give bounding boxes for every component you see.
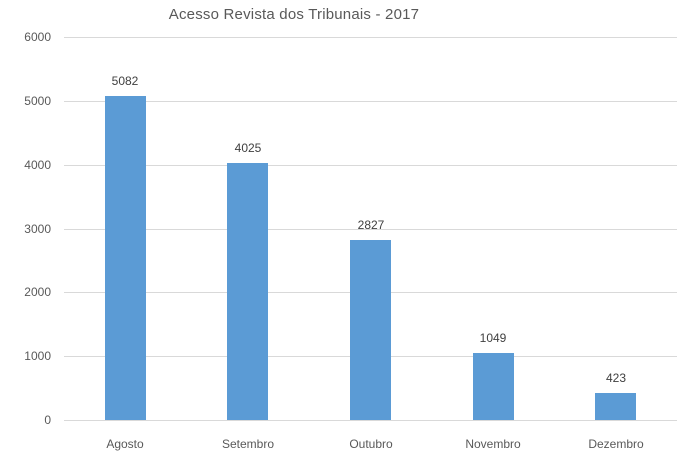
gridline — [64, 101, 677, 102]
x-axis-category-label: Dezembro — [588, 437, 644, 451]
y-axis-tick-label: 6000 — [24, 30, 51, 44]
bar-value-label: 1049 — [479, 331, 507, 345]
chart-title: Acesso Revista dos Tribunais - 2017 — [168, 6, 420, 23]
gridline — [64, 37, 677, 38]
gridline — [64, 229, 677, 230]
y-axis-tick-label: 0 — [44, 413, 51, 427]
bar-novembro — [473, 353, 514, 420]
bar-agosto — [105, 96, 146, 420]
bar-dezembro — [595, 393, 636, 420]
bar-value-label: 4025 — [234, 141, 262, 155]
y-axis-tick-label: 1000 — [24, 349, 51, 363]
y-axis-tick-label: 4000 — [24, 158, 51, 172]
bar-value-label: 423 — [605, 371, 627, 385]
x-axis-line — [64, 420, 677, 421]
y-axis-tick-label: 2000 — [24, 285, 51, 299]
x-axis-category-label: Agosto — [106, 437, 144, 451]
bar-setembro — [227, 163, 268, 420]
x-axis-category-label: Novembro — [465, 437, 521, 451]
bar-value-label: 2827 — [357, 218, 385, 232]
y-axis-tick-label: 5000 — [24, 94, 51, 108]
bar-value-label: 5082 — [111, 74, 139, 88]
x-axis-category-label: Outubro — [349, 437, 393, 451]
y-axis-tick-label: 3000 — [24, 222, 51, 236]
bar-outubro — [350, 240, 391, 420]
x-axis-category-label: Setembro — [221, 437, 275, 451]
gridline — [64, 165, 677, 166]
